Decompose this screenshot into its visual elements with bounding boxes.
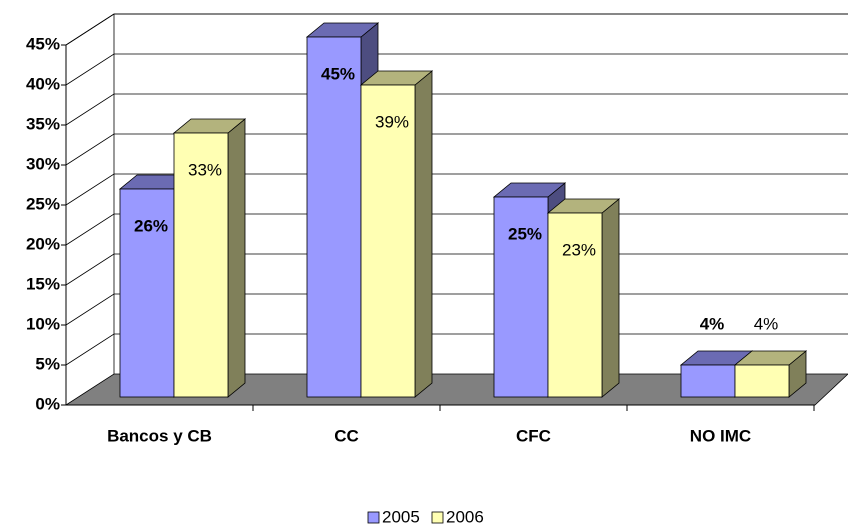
y-tick-label: 25% [26,194,60,213]
x-tick-label: Bancos y CB [107,426,212,445]
legend-label: 2005 [382,507,420,526]
y-tick-label: 45% [26,34,60,53]
y-tick-label: 35% [26,114,60,133]
grid-line [65,53,848,86]
x-tick-label: CFC [516,426,551,445]
data-label: 4% [700,314,725,333]
y-tick-label: 20% [26,234,60,253]
bar-side [414,70,433,398]
grid-line [65,13,848,46]
bar [547,212,603,398]
bar [680,364,736,398]
legend-swatch [367,511,380,524]
y-tick-label: 40% [26,74,60,93]
legend-swatch [431,511,444,524]
bar [173,132,229,398]
bar [119,188,175,398]
bar [306,36,362,398]
bar [360,84,416,398]
x-tick-label: NO IMC [690,426,751,445]
data-label: 4% [754,314,779,333]
x-tick-label: CC [334,426,359,445]
legend-label: 2006 [446,507,484,526]
data-label: 45% [321,64,355,83]
y-tick-label: 5% [35,354,60,373]
y-tick-label: 30% [26,154,60,173]
bar-side [601,198,620,398]
bar-side [227,118,246,398]
y-tick-label: 10% [26,314,60,333]
y-tick-label: 15% [26,274,60,293]
bar [493,196,549,398]
bar [734,364,790,398]
data-label: 33% [188,160,222,179]
grid-line [65,93,848,126]
data-label: 26% [134,216,168,235]
data-label: 23% [562,240,596,259]
side-wall-top [65,13,115,46]
data-label: 39% [375,112,409,131]
y-tick-label: 0% [35,394,60,413]
data-label: 25% [508,224,542,243]
